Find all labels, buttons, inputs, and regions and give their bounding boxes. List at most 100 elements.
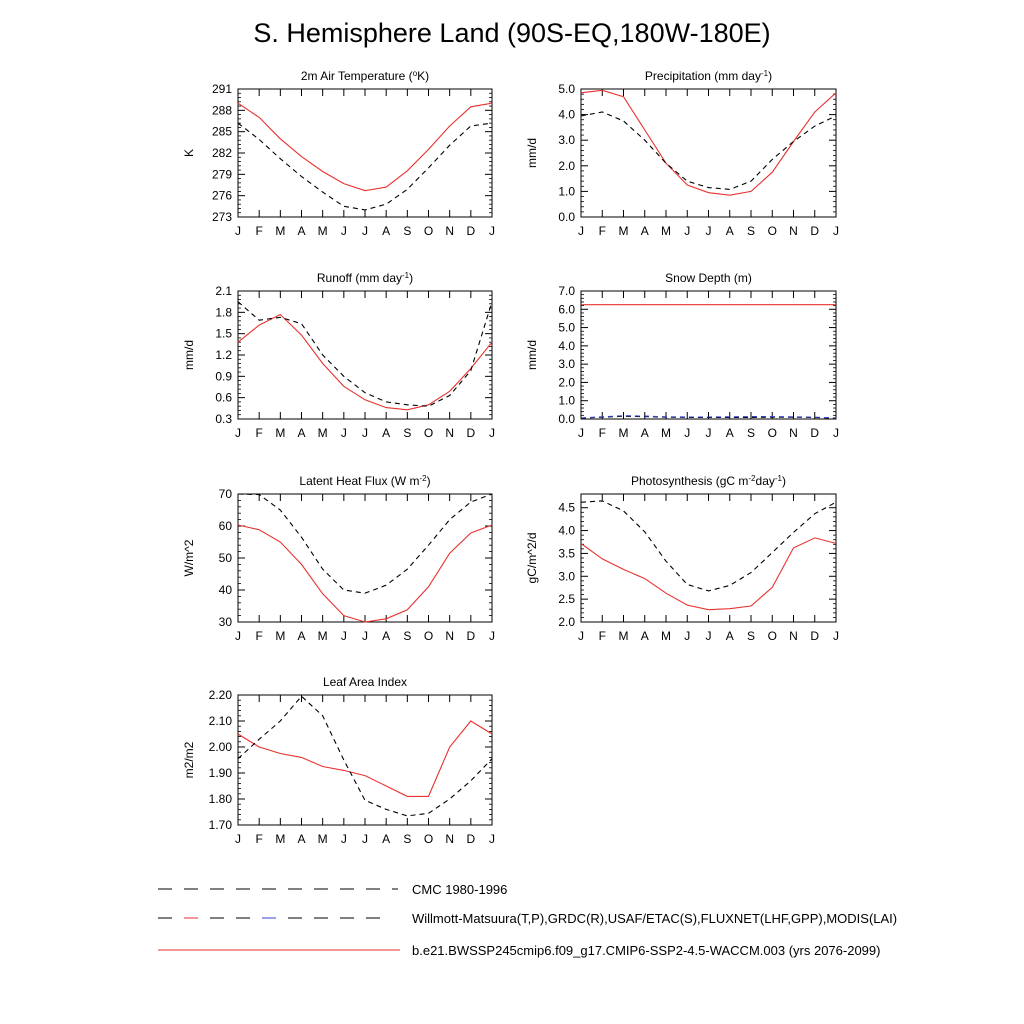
legend-label-0: CMC 1980-1996 xyxy=(412,882,507,897)
y-tick-label-4-1: 40 xyxy=(219,583,233,597)
y-tick-label-3-2: 2.0 xyxy=(558,375,575,389)
series-line-3-obs_blue xyxy=(580,415,837,419)
y-tick-label-3-4: 4.0 xyxy=(558,339,575,353)
y-tick-label-1-4: 4.0 xyxy=(558,108,575,122)
y-tick-label-0-4: 285 xyxy=(212,125,232,139)
x-tick-label-0-3: A xyxy=(297,224,305,238)
y-tick-label-5-4: 4.0 xyxy=(558,524,575,538)
x-tick-label-0-5: J xyxy=(341,224,347,238)
y-tick-label-0-3: 282 xyxy=(212,146,232,160)
x-tick-label-1-0: J xyxy=(578,224,584,238)
y-tick-label-6-2: 1.90 xyxy=(209,766,233,780)
y-tick-label-2-3: 1.2 xyxy=(215,348,232,362)
x-tick-label-5-1: F xyxy=(599,629,606,643)
series-line-4-model xyxy=(237,524,493,623)
x-tick-label-5-4: M xyxy=(661,629,671,643)
y-axis-label-0: K xyxy=(182,149,196,157)
x-tick-label-0-9: O xyxy=(424,224,433,238)
x-tick-label-0-12: J xyxy=(489,224,495,238)
y-tick-label-3-6: 6.0 xyxy=(558,302,575,316)
y-tick-label-6-0: 1.70 xyxy=(209,818,233,832)
series-line-5-obs xyxy=(580,500,837,592)
x-tick-label-2-11: D xyxy=(466,426,475,440)
panel-title-6: Leaf Area Index xyxy=(323,675,407,689)
series-line-6-model xyxy=(237,720,493,797)
y-tick-label-2-0: 0.3 xyxy=(215,412,232,426)
panel-title-2: Runoff (mm day-1) xyxy=(317,271,413,286)
x-tick-label-1-11: D xyxy=(810,224,819,238)
x-tick-label-1-10: N xyxy=(789,224,798,238)
x-tick-label-2-5: J xyxy=(341,426,347,440)
y-tick-label-3-1: 1.0 xyxy=(558,394,575,408)
x-tick-label-3-9: O xyxy=(768,426,777,440)
y-tick-label-6-1: 1.80 xyxy=(209,792,233,806)
x-tick-label-2-0: J xyxy=(235,426,241,440)
x-tick-label-6-12: J xyxy=(489,832,495,846)
x-tick-label-6-7: A xyxy=(382,832,390,846)
x-tick-label-2-7: A xyxy=(382,426,390,440)
x-tick-label-2-4: M xyxy=(318,426,328,440)
y-tick-label-0-2: 279 xyxy=(212,167,232,181)
y-axis-label-2: mm/d xyxy=(182,340,196,370)
x-tick-label-0-11: D xyxy=(466,224,475,238)
series-line-1-model xyxy=(580,89,837,196)
x-tick-label-4-5: J xyxy=(341,629,347,643)
series-line-2-obs xyxy=(237,301,493,407)
x-tick-label-6-0: J xyxy=(235,832,241,846)
x-tick-label-2-12: J xyxy=(489,426,495,440)
x-tick-label-3-11: D xyxy=(810,426,819,440)
x-tick-label-2-6: J xyxy=(362,426,368,440)
x-tick-label-4-11: D xyxy=(466,629,475,643)
series-line-5-model xyxy=(580,537,837,611)
x-tick-label-6-5: J xyxy=(341,832,347,846)
y-tick-label-3-7: 7.0 xyxy=(558,284,575,298)
legend-label-2: b.e21.BWSSP245cmip6.f09_g17.CMIP6-SSP2-4… xyxy=(412,943,880,958)
legend-label-1: Willmott-Matsuura(T,P),GRDC(R),USAF/ETAC… xyxy=(412,911,897,926)
y-tick-label-5-3: 3.5 xyxy=(558,546,575,560)
y-tick-label-2-1: 0.6 xyxy=(215,391,232,405)
panel-title-4: Latent Heat Flux (W m-2) xyxy=(299,474,430,489)
x-tick-label-6-11: D xyxy=(466,832,475,846)
panel-title-0: 2m Air Temperature (oK) xyxy=(301,69,429,84)
plot-frame-4 xyxy=(237,493,493,623)
y-axis-label-6: m2/m2 xyxy=(182,741,196,778)
y-tick-label-1-1: 1.0 xyxy=(558,184,575,198)
x-tick-label-5-7: A xyxy=(726,629,734,643)
y-tick-label-4-2: 50 xyxy=(219,551,233,565)
x-tick-label-0-7: A xyxy=(382,224,390,238)
y-axis-label-4: W/m^2 xyxy=(182,539,196,576)
y-tick-label-1-0: 0.0 xyxy=(558,210,575,224)
x-tick-label-3-10: N xyxy=(789,426,798,440)
y-tick-label-1-2: 2.0 xyxy=(558,159,575,173)
y-tick-label-4-0: 30 xyxy=(219,615,233,629)
x-tick-label-4-10: N xyxy=(445,629,454,643)
x-tick-label-2-9: O xyxy=(424,426,433,440)
x-tick-label-0-2: M xyxy=(275,224,285,238)
plot-frame-3 xyxy=(580,290,837,420)
x-tick-label-3-5: J xyxy=(684,426,690,440)
x-tick-label-3-0: J xyxy=(578,426,584,440)
x-tick-label-3-12: J xyxy=(833,426,839,440)
y-tick-label-4-4: 70 xyxy=(219,487,233,501)
y-tick-label-0-0: 273 xyxy=(212,210,232,224)
y-tick-label-2-6: 2.1 xyxy=(215,284,232,298)
x-tick-label-0-1: F xyxy=(255,224,262,238)
x-tick-label-6-3: A xyxy=(297,832,305,846)
x-tick-label-6-4: M xyxy=(318,832,328,846)
x-tick-label-1-7: A xyxy=(726,224,734,238)
x-tick-label-5-5: J xyxy=(684,629,690,643)
plot-frame-1 xyxy=(580,88,837,218)
x-tick-label-4-4: M xyxy=(318,629,328,643)
x-tick-label-4-7: A xyxy=(382,629,390,643)
x-tick-label-5-2: M xyxy=(619,629,629,643)
x-tick-label-3-6: J xyxy=(706,426,712,440)
x-tick-label-5-12: J xyxy=(833,629,839,643)
x-tick-label-4-2: M xyxy=(275,629,285,643)
plot-frame-6 xyxy=(237,694,493,826)
x-tick-label-3-4: M xyxy=(661,426,671,440)
x-tick-label-5-11: D xyxy=(810,629,819,643)
x-tick-label-4-8: S xyxy=(403,629,411,643)
y-tick-label-0-1: 276 xyxy=(212,189,232,203)
series-line-2-model xyxy=(237,313,493,411)
